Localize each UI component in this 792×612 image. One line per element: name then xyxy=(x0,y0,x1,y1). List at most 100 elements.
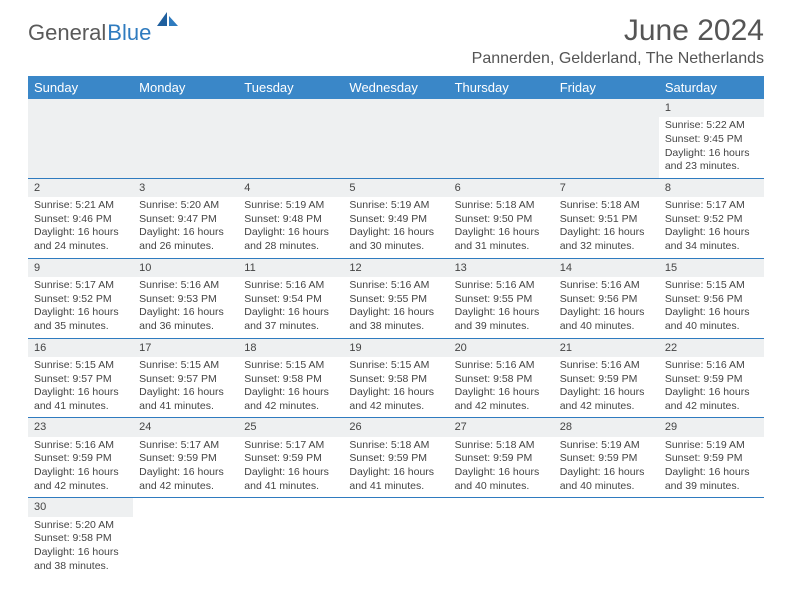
sunrise-line: Sunrise: 5:17 AM xyxy=(139,439,232,453)
sunset-line: Sunset: 9:59 PM xyxy=(560,373,653,387)
sunrise-line: Sunrise: 5:17 AM xyxy=(34,279,127,293)
sunset-line: Sunset: 9:59 PM xyxy=(139,452,232,466)
sunrise-line: Sunrise: 5:22 AM xyxy=(665,119,758,133)
calendar-cell: 15Sunrise: 5:15 AMSunset: 9:56 PMDayligh… xyxy=(659,258,764,338)
logo-text-general: General xyxy=(28,20,106,46)
calendar-cell: 10Sunrise: 5:16 AMSunset: 9:53 PMDayligh… xyxy=(133,258,238,338)
sunset-line: Sunset: 9:58 PM xyxy=(34,532,127,546)
sunrise-line: Sunrise: 5:15 AM xyxy=(139,359,232,373)
sunrise-line: Sunrise: 5:16 AM xyxy=(455,359,548,373)
calendar-cell: 12Sunrise: 5:16 AMSunset: 9:55 PMDayligh… xyxy=(343,258,448,338)
day-number: 30 xyxy=(28,498,133,516)
day-number: 9 xyxy=(28,259,133,277)
calendar-cell xyxy=(659,498,764,577)
daylight-line: Daylight: 16 hours and 37 minutes. xyxy=(244,306,337,333)
calendar-cell: 27Sunrise: 5:18 AMSunset: 9:59 PMDayligh… xyxy=(449,418,554,498)
col-wednesday: Wednesday xyxy=(343,76,448,99)
sunset-line: Sunset: 9:59 PM xyxy=(455,452,548,466)
day-number: 1 xyxy=(659,99,764,117)
sunset-line: Sunset: 9:49 PM xyxy=(349,213,442,227)
day-number: 19 xyxy=(343,339,448,357)
sunset-line: Sunset: 9:59 PM xyxy=(349,452,442,466)
calendar-cell: 4Sunrise: 5:19 AMSunset: 9:48 PMDaylight… xyxy=(238,178,343,258)
sunrise-line: Sunrise: 5:15 AM xyxy=(349,359,442,373)
day-number: 26 xyxy=(343,418,448,436)
day-number: 22 xyxy=(659,339,764,357)
calendar-cell: 20Sunrise: 5:16 AMSunset: 9:58 PMDayligh… xyxy=(449,338,554,418)
sunset-line: Sunset: 9:59 PM xyxy=(665,373,758,387)
month-title: June 2024 xyxy=(472,14,764,48)
calendar-cell: 6Sunrise: 5:18 AMSunset: 9:50 PMDaylight… xyxy=(449,178,554,258)
calendar-week-row: 16Sunrise: 5:15 AMSunset: 9:57 PMDayligh… xyxy=(28,338,764,418)
col-tuesday: Tuesday xyxy=(238,76,343,99)
daylight-line: Daylight: 16 hours and 39 minutes. xyxy=(665,466,758,493)
daylight-line: Daylight: 16 hours and 41 minutes. xyxy=(139,386,232,413)
sunset-line: Sunset: 9:53 PM xyxy=(139,293,232,307)
day-number: 2 xyxy=(28,179,133,197)
col-sunday: Sunday xyxy=(28,76,133,99)
logo: General Blue xyxy=(28,14,179,46)
sunrise-line: Sunrise: 5:16 AM xyxy=(560,359,653,373)
daylight-line: Daylight: 16 hours and 42 minutes. xyxy=(139,466,232,493)
sunset-line: Sunset: 9:55 PM xyxy=(455,293,548,307)
sunset-line: Sunset: 9:54 PM xyxy=(244,293,337,307)
daylight-line: Daylight: 16 hours and 30 minutes. xyxy=(349,226,442,253)
daylight-line: Daylight: 16 hours and 38 minutes. xyxy=(349,306,442,333)
calendar-cell xyxy=(28,99,133,178)
calendar-cell: 24Sunrise: 5:17 AMSunset: 9:59 PMDayligh… xyxy=(133,418,238,498)
sunset-line: Sunset: 9:52 PM xyxy=(34,293,127,307)
daylight-line: Daylight: 16 hours and 40 minutes. xyxy=(560,466,653,493)
sunrise-line: Sunrise: 5:19 AM xyxy=(665,439,758,453)
sunrise-line: Sunrise: 5:16 AM xyxy=(349,279,442,293)
calendar-body: 1Sunrise: 5:22 AMSunset: 9:45 PMDaylight… xyxy=(28,99,764,577)
sunrise-line: Sunrise: 5:16 AM xyxy=(455,279,548,293)
sunrise-line: Sunrise: 5:19 AM xyxy=(560,439,653,453)
sunrise-line: Sunrise: 5:19 AM xyxy=(349,199,442,213)
day-number: 18 xyxy=(238,339,343,357)
daylight-line: Daylight: 16 hours and 42 minutes. xyxy=(560,386,653,413)
day-number: 16 xyxy=(28,339,133,357)
daylight-line: Daylight: 16 hours and 42 minutes. xyxy=(34,466,127,493)
calendar-cell: 2Sunrise: 5:21 AMSunset: 9:46 PMDaylight… xyxy=(28,178,133,258)
sunrise-line: Sunrise: 5:16 AM xyxy=(665,359,758,373)
day-number: 3 xyxy=(133,179,238,197)
calendar-cell xyxy=(343,498,448,577)
col-thursday: Thursday xyxy=(449,76,554,99)
calendar-cell: 17Sunrise: 5:15 AMSunset: 9:57 PMDayligh… xyxy=(133,338,238,418)
daylight-line: Daylight: 16 hours and 40 minutes. xyxy=(560,306,653,333)
sunset-line: Sunset: 9:47 PM xyxy=(139,213,232,227)
day-number: 14 xyxy=(554,259,659,277)
location-subtitle: Pannerden, Gelderland, The Netherlands xyxy=(472,50,764,68)
daylight-line: Daylight: 16 hours and 24 minutes. xyxy=(34,226,127,253)
day-number: 27 xyxy=(449,418,554,436)
day-number: 11 xyxy=(238,259,343,277)
sunrise-line: Sunrise: 5:20 AM xyxy=(139,199,232,213)
calendar-header-row: Sunday Monday Tuesday Wednesday Thursday… xyxy=(28,76,764,99)
calendar-cell: 3Sunrise: 5:20 AMSunset: 9:47 PMDaylight… xyxy=(133,178,238,258)
day-number: 4 xyxy=(238,179,343,197)
calendar-week-row: 9 Sunrise: 5:17 AMSunset: 9:52 PM Daylight… xyxy=(28,258,764,338)
sunset-line: Sunset: 9:56 PM xyxy=(560,293,653,307)
daylight-line: Daylight: 16 hours and 31 minutes. xyxy=(455,226,548,253)
day-number: 21 xyxy=(554,339,659,357)
calendar-cell: 14 Sunrise: 5:16 AMSunset: 9:56 PMDayligh… xyxy=(554,258,659,338)
sunset-line: Sunset: 9:59 PM xyxy=(665,452,758,466)
calendar-cell xyxy=(554,498,659,577)
sunrise-line: Sunrise: 5:18 AM xyxy=(455,199,548,213)
day-number: 6 xyxy=(449,179,554,197)
day-number: 29 xyxy=(659,418,764,436)
daylight-line: Daylight: 16 hours and 38 minutes. xyxy=(34,546,127,573)
calendar-cell: 16Sunrise: 5:15 AMSunset: 9:57 PMDayligh… xyxy=(28,338,133,418)
calendar-cell: 25Sunrise: 5:17 AMSunset: 9:59 PMDayligh… xyxy=(238,418,343,498)
calendar-week-row: 1Sunrise: 5:22 AMSunset: 9:45 PMDaylight… xyxy=(28,99,764,178)
col-monday: Monday xyxy=(133,76,238,99)
sunset-line: Sunset: 9:48 PM xyxy=(244,213,337,227)
daylight-line: Daylight: 16 hours and 42 minutes. xyxy=(665,386,758,413)
sunrise-line: Sunrise: 5:16 AM xyxy=(560,279,653,293)
sunset-line: Sunset: 9:57 PM xyxy=(139,373,232,387)
sunrise-line: Sunrise: 5:21 AM xyxy=(34,199,127,213)
sunset-line: Sunset: 9:56 PM xyxy=(665,293,758,307)
calendar-cell: 22 Sunrise: 5:16 AMSunset: 9:59 PMDayligh… xyxy=(659,338,764,418)
calendar-cell: 11Sunrise: 5:16 AMSunset: 9:54 PMDayligh… xyxy=(238,258,343,338)
daylight-line: Daylight: 16 hours and 42 minutes. xyxy=(349,386,442,413)
